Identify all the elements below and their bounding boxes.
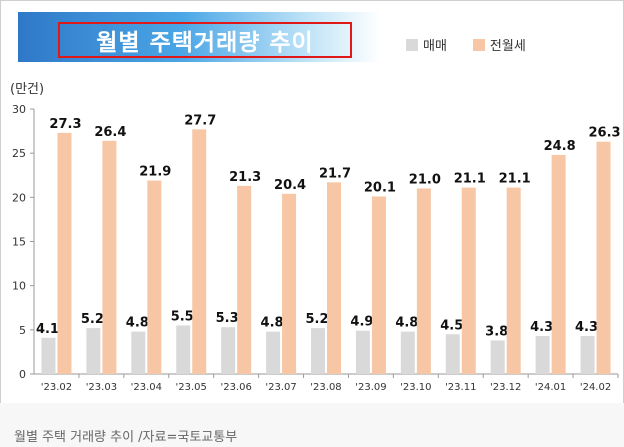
data-label-rent: 26.4: [94, 125, 126, 140]
bar-rent: [461, 187, 476, 374]
data-label-sale: 4.9: [350, 315, 373, 330]
caption: 월별 주택 거래량 추이 /자료=국토교통부: [14, 430, 238, 445]
data-label-rent: 21.1: [454, 172, 486, 187]
caption-bar: [0, 403, 624, 447]
legend-swatch-rent: [472, 38, 485, 51]
bar-rent: [551, 154, 566, 374]
data-label-sale: 3.8: [485, 324, 508, 339]
bar-sale: [400, 331, 415, 374]
legend: 매매 전월세: [406, 35, 552, 54]
x-tick-label: '23.07: [265, 382, 296, 393]
data-label-sale: 4.3: [530, 320, 553, 335]
x-tick-label: '23.09: [355, 382, 386, 393]
y-tick-label: 0: [19, 368, 26, 381]
data-label-sale: 4.3: [575, 320, 598, 335]
bar-sale: [86, 328, 101, 374]
bar-rent: [371, 196, 386, 374]
data-label-rent: 24.8: [544, 139, 576, 154]
x-tick-label: '23.02: [41, 382, 72, 393]
bar-rent: [147, 180, 162, 374]
y-tick-label: 20: [12, 191, 26, 204]
data-label-rent: 27.7: [184, 113, 216, 128]
legend-item-sale: 매매: [406, 35, 447, 54]
data-label-rent: 27.3: [49, 117, 81, 132]
legend-label-sale: 매매: [423, 39, 447, 54]
chart-title: 월별 주택거래량 추이: [58, 22, 352, 58]
bar-sale: [221, 327, 236, 374]
y-tick-label: 30: [12, 103, 26, 116]
bar-sale: [176, 325, 191, 374]
data-label-sale: 4.5: [440, 318, 463, 333]
bar-sale: [535, 336, 550, 374]
x-tick-label: '23.04: [131, 382, 162, 393]
data-label-rent: 26.3: [588, 126, 620, 141]
legend-label-rent: 전월세: [489, 39, 526, 54]
bar-rent: [596, 141, 611, 374]
bar-sale: [490, 340, 505, 374]
data-label-rent: 20.4: [274, 178, 306, 193]
bar-sale: [580, 336, 595, 374]
bar-rent: [237, 185, 252, 374]
data-label-sale: 4.8: [261, 316, 284, 331]
data-label-sale: 4.8: [126, 316, 149, 331]
x-tick-label: '24.01: [535, 382, 566, 393]
bar-rent: [327, 182, 341, 374]
legend-item-rent: 전월세: [472, 35, 526, 54]
bar-rent: [192, 129, 207, 374]
data-label-rent: 21.7: [319, 166, 351, 181]
bar-rent: [57, 132, 72, 374]
x-tick-label: '23.05: [176, 382, 207, 393]
x-tick-label: '23.10: [400, 382, 431, 393]
x-tick-label: '23.12: [490, 382, 521, 393]
data-label-rent: 20.1: [364, 180, 396, 195]
bar-rent: [102, 140, 117, 374]
x-tick-label: '23.08: [310, 382, 341, 393]
bar-rent: [416, 188, 431, 374]
data-label-sale: 5.3: [216, 311, 239, 326]
bar-sale: [311, 328, 325, 374]
y-tick-label: 10: [12, 280, 26, 293]
data-label-sale: 4.8: [395, 316, 418, 331]
data-label-sale: 5.2: [305, 312, 328, 327]
bar-sale: [131, 331, 146, 374]
bar-sale: [355, 330, 370, 374]
data-label-rent: 21.9: [139, 165, 171, 180]
x-tick-label: '23.03: [86, 382, 117, 393]
data-label-rent: 21.0: [409, 173, 441, 188]
data-label-rent: 21.3: [229, 170, 261, 185]
bar-sale: [266, 331, 281, 374]
y-tick-label: 25: [12, 147, 26, 160]
y-axis-unit-label: (만건): [10, 82, 45, 97]
y-tick-label: 5: [19, 324, 26, 337]
x-tick-label: '23.11: [445, 382, 476, 393]
x-tick-label: '23.06: [220, 382, 251, 393]
data-label-sale: 5.5: [171, 309, 194, 324]
x-tick-label: '24.02: [580, 382, 611, 393]
title-banner: [18, 12, 380, 62]
bar-chart: 0 5 10 15 20 25 30 '23.02 4.1 27.3 '23.03 5.2 26.4 '2…: [12, 103, 621, 393]
data-label-sale: 4.1: [36, 322, 59, 337]
data-label-rent: 21.1: [499, 172, 531, 187]
bar-sale: [41, 337, 56, 374]
bar-sale: [445, 334, 460, 374]
bar-rent: [506, 187, 521, 374]
legend-swatch-sale: [406, 38, 418, 51]
data-label-sale: 5.2: [81, 312, 104, 327]
y-tick-label: 15: [12, 236, 26, 249]
bar-rent: [282, 193, 297, 374]
